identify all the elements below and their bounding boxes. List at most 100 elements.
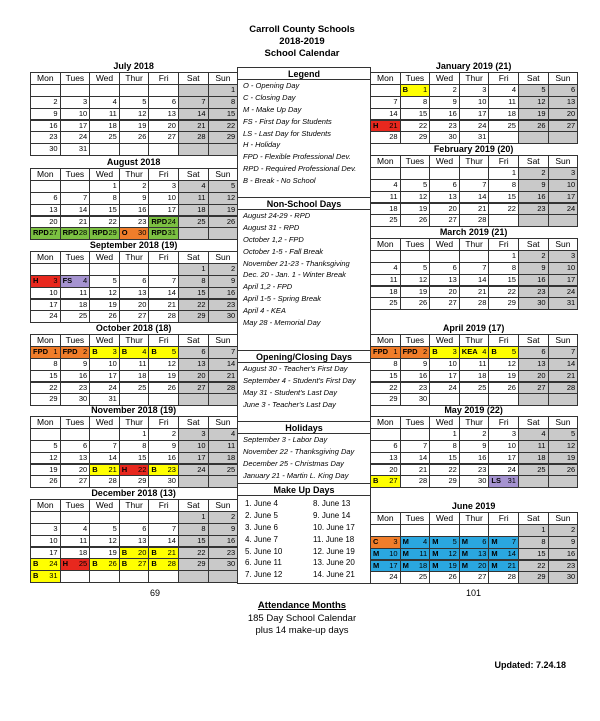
day-number: 11 [478, 358, 487, 368]
section-item: C - Closing Day [243, 92, 296, 102]
day-number: 3 [571, 167, 576, 177]
day-number: 5 [571, 428, 576, 438]
day-number: 26 [418, 298, 428, 308]
day-number: 6 [83, 440, 88, 450]
day-number: 17 [448, 370, 457, 380]
day-number: 9 [231, 523, 236, 533]
day-number: 1 [201, 263, 206, 273]
day-number: 5 [53, 440, 58, 450]
day-number: 29 [507, 298, 516, 308]
day-number: 10 [49, 287, 58, 297]
section-heading: Holidays [237, 421, 371, 434]
day-number: 23 [537, 286, 546, 296]
day-number: 27 [448, 298, 457, 308]
day-number: 15 [418, 108, 428, 118]
day-code: B [432, 346, 438, 356]
section-item: October 1-5 - Fall Break [243, 246, 324, 256]
day-number: 22 [507, 203, 516, 213]
day-number: 15 [507, 274, 516, 284]
day-number: 20 [448, 286, 457, 296]
day-number: 19 [537, 108, 546, 118]
day-code: C [373, 536, 379, 546]
day-number: 30 [138, 228, 147, 238]
day-number: 18 [418, 560, 428, 570]
day-number: 31 [507, 476, 516, 486]
day-number: 2 [171, 428, 176, 438]
day-number: 13 [448, 191, 457, 201]
day-code: B [151, 559, 157, 569]
day-code: RPD [151, 216, 168, 226]
day-number: 7 [171, 275, 176, 285]
day-number: 10 [448, 358, 457, 368]
day-number: 13 [138, 535, 147, 545]
day-number: 20 [389, 464, 398, 474]
day-number: 3 [571, 250, 576, 260]
day-number: 5 [231, 180, 236, 190]
day-number: 22 [507, 286, 516, 296]
day-number: 31 [108, 394, 117, 404]
day-number: 9 [452, 96, 457, 106]
day-code: B [402, 84, 409, 94]
day-number: 13 [448, 274, 457, 284]
day-cell [148, 143, 179, 157]
day-number: 17 [49, 299, 58, 309]
day-number: 22 [418, 120, 428, 130]
day-cell: 26 [429, 571, 460, 585]
section-item: LS - Last Day for Students [243, 128, 331, 138]
day-code: M [491, 536, 498, 546]
day-number: 24 [448, 382, 457, 392]
day-number: 3 [53, 275, 58, 285]
day-number: 11 [227, 440, 236, 450]
day-number: 20 [566, 108, 576, 118]
day-number: 27 [478, 572, 487, 582]
day-cell: 29 [488, 297, 519, 311]
day-number: 6 [482, 536, 487, 546]
day-number: 23 [138, 216, 147, 226]
day-number: 20 [138, 547, 147, 557]
day-cell: 28 [458, 297, 490, 311]
day-number: 2 [482, 428, 487, 438]
section-item: September 3 - Labor Day [243, 434, 328, 444]
day-number: 15 [389, 370, 398, 380]
day-code: B [121, 547, 128, 557]
day-number: 4 [83, 523, 88, 533]
day-number: 7 [171, 523, 176, 533]
day-number: 26 [507, 382, 516, 392]
day-number: 1 [201, 511, 206, 521]
day-number: 26 [49, 476, 58, 486]
day-code: B [121, 559, 128, 569]
day-code: RPD [62, 228, 79, 238]
day-number: 1 [511, 167, 516, 177]
day-number: 25 [389, 215, 398, 225]
day-number: 23 [418, 382, 428, 392]
day-cell [547, 475, 579, 489]
day-number: 1 [511, 250, 516, 260]
day-number: 8 [423, 96, 428, 106]
day-cell: 30 [458, 475, 490, 489]
day-code: B [151, 547, 157, 557]
day-cell: B 21 [148, 546, 179, 560]
day-number: 14 [108, 452, 117, 462]
day-number: 23 [226, 547, 236, 557]
day-number: 20 [537, 370, 546, 380]
day-number: 13 [78, 452, 88, 462]
day-number: 24 [108, 382, 117, 392]
day-number: 15 [138, 452, 147, 462]
day-number: 11 [389, 191, 398, 201]
day-number: 10 [108, 358, 117, 368]
day-number: 23 [78, 382, 88, 392]
day-number: 22 [226, 120, 236, 130]
section-heading: Opening/Closing Days [237, 350, 371, 363]
day-number: 14 [418, 452, 428, 462]
day-number: 26 [537, 120, 546, 130]
day-number: 31 [49, 571, 58, 581]
day-number: 13 [389, 452, 398, 462]
day-cell: 27 [458, 571, 490, 585]
day-code: B [491, 346, 497, 356]
day-code: B [373, 476, 379, 486]
day-number: 1 [53, 346, 58, 356]
day-number: 16 [566, 548, 576, 558]
day-number: 27 [138, 311, 147, 321]
section-item: April 1,2 - FPD [243, 282, 293, 292]
day-code: B [92, 559, 98, 569]
